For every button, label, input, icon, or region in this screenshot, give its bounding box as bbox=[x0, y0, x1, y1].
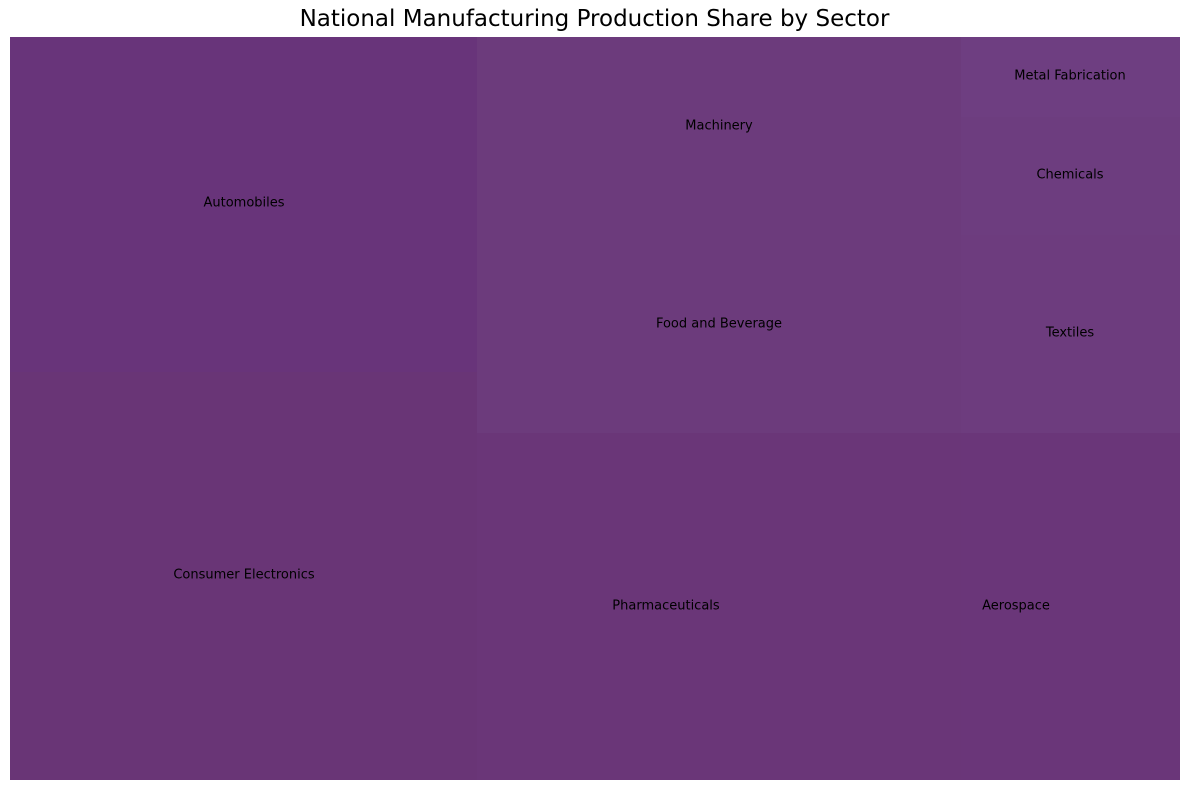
tile-textiles bbox=[961, 235, 1180, 433]
tile-metal-fabrication bbox=[961, 37, 1180, 117]
tile-label-pharmaceuticals: Pharmaceuticals bbox=[612, 599, 720, 614]
chart-title: National Manufacturing Production Share … bbox=[299, 6, 890, 32]
tile-label-metal-fabrication: Metal Fabrication bbox=[1014, 69, 1126, 84]
tile-label-food-and-beverage: Food and Beverage bbox=[656, 317, 782, 332]
tile-chemicals bbox=[961, 117, 1180, 235]
tile-label-consumer-electronics: Consumer Electronics bbox=[173, 568, 315, 583]
tile-automobiles bbox=[10, 37, 477, 372]
tile-label-automobiles: Automobiles bbox=[203, 196, 284, 211]
tile-label-machinery: Machinery bbox=[685, 119, 753, 134]
tile-pharmaceuticals bbox=[477, 433, 961, 780]
tile-aerospace bbox=[961, 433, 1180, 780]
treemap-labels: Automobiles Consumer Electronics Machinery… bbox=[173, 69, 1125, 614]
treemap-tiles bbox=[10, 37, 1180, 780]
tile-food-and-beverage bbox=[477, 217, 961, 433]
tile-consumer-electronics bbox=[10, 372, 477, 780]
tile-label-chemicals: Chemicals bbox=[1036, 168, 1103, 183]
tile-label-textiles: Textiles bbox=[1045, 326, 1095, 341]
tile-label-aerospace: Aerospace bbox=[982, 599, 1050, 614]
tile-machinery bbox=[477, 37, 961, 217]
